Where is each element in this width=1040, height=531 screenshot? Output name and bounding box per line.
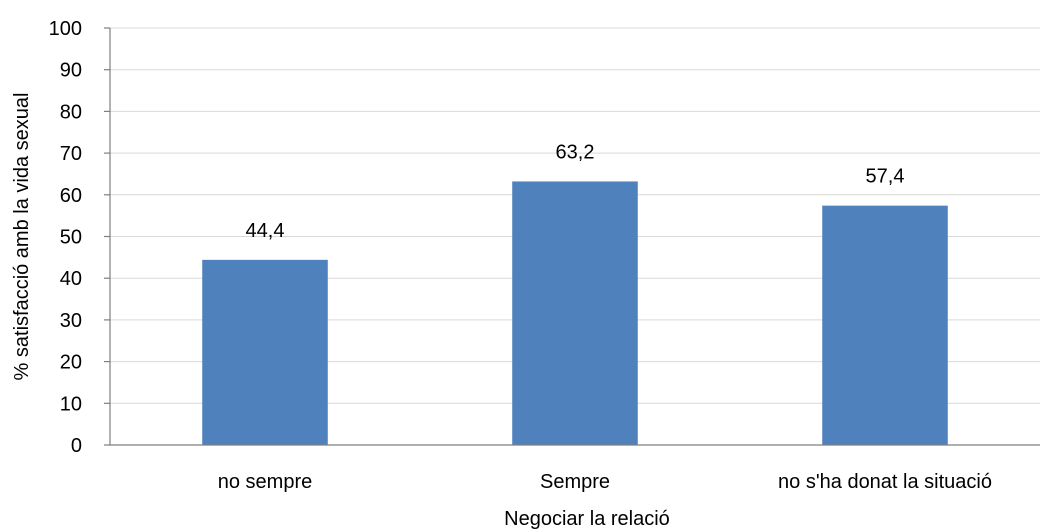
y-tick-label: 0 xyxy=(71,435,82,457)
y-tick-label: 50 xyxy=(60,227,82,249)
bar-value-label: 57,4 xyxy=(866,166,905,188)
bar xyxy=(512,181,638,445)
bar xyxy=(202,259,328,445)
y-tick-label: 70 xyxy=(60,143,82,165)
x-category-label: Sempre xyxy=(540,471,610,493)
bars xyxy=(202,181,948,445)
x-category-label: no s'ha donat la situació xyxy=(778,471,992,493)
y-tick-label: 30 xyxy=(60,310,82,332)
y-tick-label: 10 xyxy=(60,393,82,415)
x-category-label: no sempre xyxy=(218,471,313,493)
x-axis-title: Negociar la relació xyxy=(504,508,670,530)
y-tick-labels: 0 10 20 30 40 50 60 70 80 90 100 xyxy=(49,18,110,457)
category-labels: no sempre Sempre no s'ha donat la situació xyxy=(218,471,992,493)
bar-value-label: 63,2 xyxy=(556,141,595,163)
y-tick-label: 60 xyxy=(60,185,82,207)
bar xyxy=(822,205,948,445)
y-tick-label: 100 xyxy=(49,18,82,40)
y-tick-label: 90 xyxy=(60,60,82,82)
y-tick-label: 20 xyxy=(60,352,82,374)
y-axis-title: % satisfacció amb la vida sexual xyxy=(11,93,33,381)
y-tick-label: 80 xyxy=(60,101,82,123)
bar-value-label: 44,4 xyxy=(246,220,285,242)
y-tick-label: 40 xyxy=(60,268,82,290)
data-labels: 44,4 63,2 57,4 xyxy=(246,141,905,241)
